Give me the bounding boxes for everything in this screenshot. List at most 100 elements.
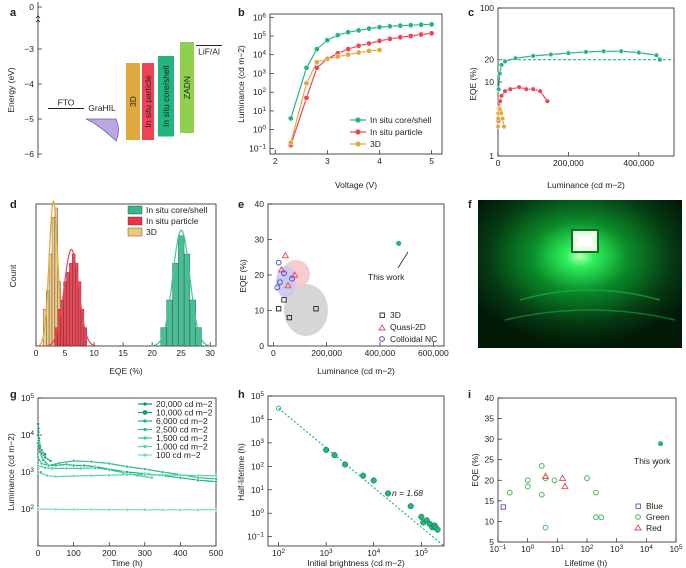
panel-a-ytick: −5 — [24, 114, 34, 124]
panel-d-in-situ-particle-bar — [72, 253, 76, 347]
panel-d-in-situ-particle-bar — [69, 263, 73, 347]
panel-i-ytick: 10 — [485, 516, 495, 526]
panel-b-ytick: 105 — [253, 31, 266, 41]
panel-d-xtick: 20 — [147, 348, 157, 358]
panel-i-this-work-point — [657, 440, 664, 447]
panel-g-series-3-line — [37, 443, 217, 483]
panel-e-3d-region — [284, 284, 328, 336]
panel-g-xlabel: Time (h) — [111, 558, 142, 568]
panel-i-xtick: 104 — [640, 544, 653, 554]
panel-g-ylabel: Luminance (cd m−2) — [6, 433, 16, 511]
panel-b-3d-point — [334, 53, 341, 60]
panel-d-3d-bar — [48, 253, 53, 347]
panel-e: Luminance (cd m−2) EQE (%) 0 200,000 400,0… — [238, 199, 449, 376]
panel-g-series-4-point — [89, 459, 94, 464]
panel-f-background — [478, 200, 682, 348]
panel-d-in-situ-core-shell-bar — [189, 299, 196, 347]
panel-i-green-point — [598, 514, 605, 521]
panel-g-series-6-point — [71, 474, 76, 478]
panel-d-ylabel: Count — [8, 264, 18, 287]
panel-c-ytick: 10 — [485, 77, 495, 87]
3d-label: 3D — [128, 96, 138, 107]
panel-h-device-point — [331, 452, 338, 459]
panel-e-ytick: 10 — [255, 306, 265, 316]
panel-b-legend-label: 3D — [370, 139, 381, 149]
panel-g-series-2-point — [48, 459, 53, 463]
panel-b-3d-point — [314, 59, 320, 66]
panel-c-in-situ-particle-point — [544, 98, 550, 104]
panel-e-quasi2d-point — [290, 271, 299, 278]
fto-label: FTO — [58, 98, 75, 108]
panel-g-series-6-point — [178, 473, 183, 477]
panel-i-green-point — [506, 489, 513, 496]
panel-h-ylabel: Half-lifetime (h) — [236, 443, 246, 501]
panel-b-ytick: 101 — [253, 106, 266, 116]
panel-c-3d-point — [500, 116, 506, 122]
panel-b-legend-marker — [355, 117, 361, 123]
panel-b-xtick: 3 — [325, 156, 330, 166]
in-situ-core-shell-label: In situ core/shell — [161, 65, 171, 127]
panel-d-xlabel: EQE (%) — [109, 366, 143, 376]
panel-b-in-situ-particle-point — [397, 34, 404, 41]
panel-e-quasi2d-point — [277, 265, 286, 273]
panel-g-series-5-point — [93, 466, 97, 470]
panel-e-label: e — [238, 199, 244, 211]
panel-g-series-6-point — [160, 473, 165, 477]
panel-b-ylabel: Luminance (cd m−2) — [236, 45, 246, 123]
panel-i-green-point — [538, 463, 545, 469]
panel-i-annotation-pointer — [653, 461, 659, 469]
panel-g-series-3-point — [36, 441, 40, 445]
panel-g-series-7-point — [125, 507, 129, 512]
panel-g-series-7-point — [71, 507, 76, 512]
panel-b-legend-label: In situ particle — [370, 127, 423, 137]
panel-g-series-4-point — [36, 455, 40, 460]
panel-g-series-6-point — [214, 473, 218, 478]
panel-c-in-situ-core-shell-point — [530, 53, 536, 59]
panel-b-in-situ-particle-point — [366, 40, 372, 47]
panel-b-in-situ-core-shell-point — [355, 27, 362, 34]
panel-c-ytick: 100 — [480, 3, 494, 13]
panel-e-legend-colloidal — [379, 336, 385, 342]
panel-e-colloidal-point — [289, 275, 295, 282]
panel-b-in-situ-particle-point — [376, 38, 383, 44]
panel-g-series-6-point — [143, 472, 147, 477]
panel-d-xtick: 25 — [176, 348, 186, 358]
panel-b-in-situ-core-shell-point — [303, 64, 310, 71]
panel-d-xtick: 30 — [205, 348, 215, 358]
panel-c-in-situ-particle-point — [523, 86, 529, 92]
panel-h-device-point — [434, 526, 441, 533]
panel-b-legend-marker — [355, 129, 361, 135]
panel-g-ytick: 104 — [21, 430, 34, 440]
panel-g-legend-label: 1,000 cd m−2 — [156, 442, 208, 452]
panel-e-xtick: 200,000 — [311, 348, 342, 358]
panel-i-ytick: 20 — [485, 475, 495, 485]
panel-d-legend-swatch — [127, 205, 143, 215]
panel-b-legend-marker — [355, 141, 361, 147]
panel-i-legend-label: Blue — [646, 501, 663, 511]
panel-e-legend-3d — [379, 312, 385, 318]
panel-h-label: h — [238, 389, 245, 401]
panel-d-xtick: 0 — [34, 348, 39, 358]
panel-h-xtick: 105 — [415, 548, 428, 558]
panel-c-in-situ-core-shell-point — [502, 58, 508, 64]
panel-g: Time (h) Luminance (cd m−2) 0 100 200 300 40… — [6, 393, 223, 568]
panel-g-series-7-point — [54, 507, 58, 512]
panel-b-in-situ-core-shell-point — [287, 115, 294, 122]
panel-i-green-point — [524, 483, 531, 490]
panel-a-ylabel: Energy (eV) — [6, 67, 16, 113]
panel-i-red-point — [558, 474, 567, 481]
panel-h-device-point — [360, 472, 367, 479]
panel-g-ytick: 103 — [21, 467, 34, 477]
panel-g-series-7-point — [107, 507, 111, 512]
panel-b-in-situ-particle-point — [345, 46, 352, 52]
panel-g-series-3-point — [64, 462, 69, 467]
panel-c-ytick: 20 — [485, 55, 495, 65]
panel-g-ytick: 102 — [21, 504, 34, 514]
panel-b-in-situ-core-shell-point — [397, 22, 404, 29]
panel-b-in-situ-particle-point — [355, 42, 362, 49]
panel-c-in-situ-particle-point — [537, 88, 543, 94]
panel-g-legend-marker — [143, 444, 147, 449]
panel-f-photo — [478, 200, 682, 348]
panel-b-xtick: 4 — [377, 156, 382, 166]
panel-c-in-situ-core-shell-point — [565, 50, 571, 56]
